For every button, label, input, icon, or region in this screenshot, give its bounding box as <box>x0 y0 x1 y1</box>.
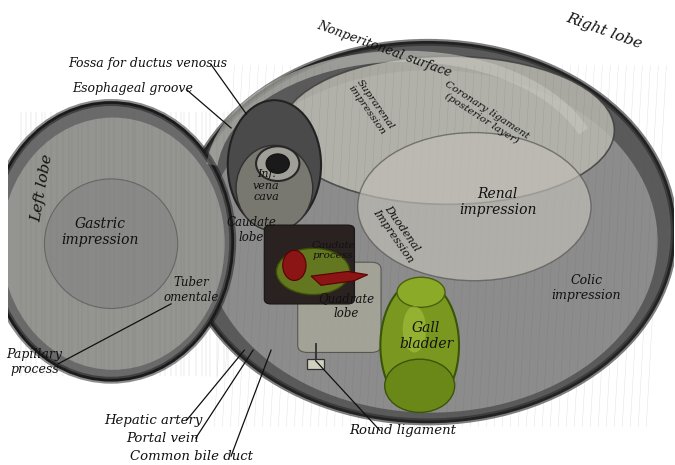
Text: Inf.
vena
cava: Inf. vena cava <box>253 169 279 202</box>
Text: Gastric
impression: Gastric impression <box>61 217 138 247</box>
Ellipse shape <box>205 70 657 412</box>
Text: Left lobe: Left lobe <box>30 153 55 223</box>
Ellipse shape <box>0 102 233 380</box>
Ellipse shape <box>281 56 614 204</box>
Ellipse shape <box>266 154 290 173</box>
Ellipse shape <box>381 281 459 410</box>
Text: Common bile duct: Common bile duct <box>130 450 252 463</box>
Ellipse shape <box>236 146 313 231</box>
Ellipse shape <box>256 146 300 181</box>
Text: Quadrate
lobe: Quadrate lobe <box>319 292 375 320</box>
Text: Caudate
process: Caudate process <box>311 241 355 260</box>
Text: Nonperitoneal surface: Nonperitoneal surface <box>315 19 454 80</box>
Text: Round ligament: Round ligament <box>350 424 456 437</box>
Ellipse shape <box>45 179 178 308</box>
Ellipse shape <box>276 248 350 295</box>
Text: Portal vein: Portal vein <box>126 432 198 445</box>
Ellipse shape <box>358 133 591 281</box>
Text: Gall
bladder: Gall bladder <box>399 321 454 352</box>
FancyBboxPatch shape <box>265 225 354 304</box>
Text: Esophageal groove: Esophageal groove <box>73 82 194 95</box>
Polygon shape <box>311 272 368 286</box>
Text: Fossa for ductus venosus: Fossa for ductus venosus <box>68 57 227 70</box>
Text: Suprarenal
impression: Suprarenal impression <box>346 78 396 137</box>
Text: Hepatic artery: Hepatic artery <box>104 414 202 427</box>
Text: Papillary
process: Papillary process <box>7 348 62 376</box>
Text: Right lobe: Right lobe <box>564 11 644 51</box>
Text: Caudate
lobe: Caudate lobe <box>226 216 276 244</box>
Ellipse shape <box>181 42 674 422</box>
FancyBboxPatch shape <box>307 359 325 369</box>
Text: Renal
impression: Renal impression <box>459 187 537 217</box>
Ellipse shape <box>283 250 306 280</box>
Ellipse shape <box>397 277 445 307</box>
Text: Duodenal
Impression: Duodenal Impression <box>371 200 425 264</box>
Ellipse shape <box>385 359 455 412</box>
Ellipse shape <box>227 100 321 230</box>
FancyBboxPatch shape <box>298 262 381 352</box>
Text: Colic
impression: Colic impression <box>551 274 621 302</box>
Ellipse shape <box>403 306 426 352</box>
Text: Tuber
omentale: Tuber omentale <box>163 276 219 304</box>
Ellipse shape <box>1 118 225 370</box>
Text: Coronary ligament
(posterior layer): Coronary ligament (posterior layer) <box>437 79 531 149</box>
